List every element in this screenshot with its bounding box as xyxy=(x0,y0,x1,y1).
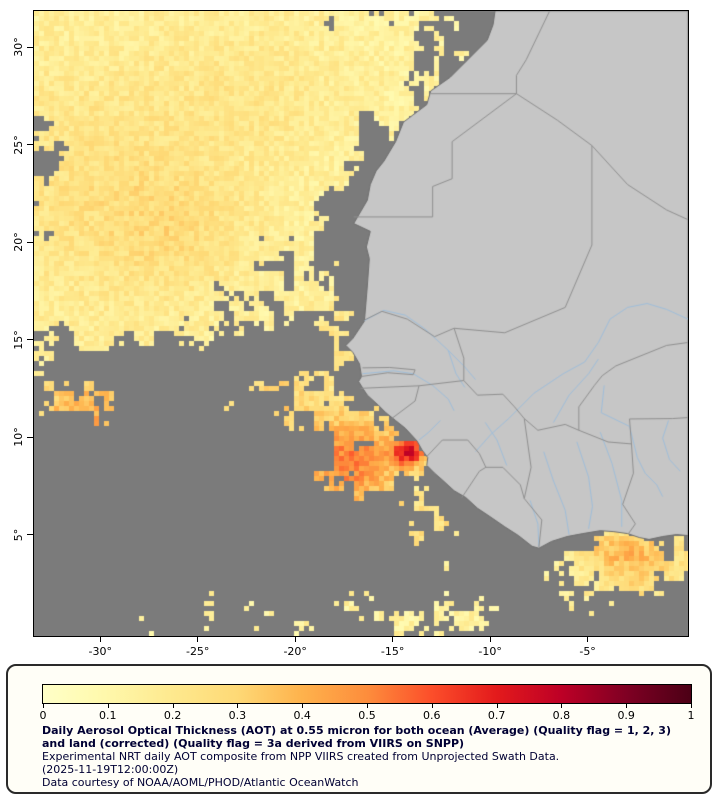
lat-axis-tick xyxy=(27,436,33,438)
legend-tick-label: 0.2 xyxy=(163,709,182,722)
legend-tick-label: 0.7 xyxy=(487,709,506,722)
legend-tick xyxy=(302,704,304,708)
lat-tick-label: 25° xyxy=(12,134,25,155)
lat-axis-tick xyxy=(27,144,33,146)
legend-tick xyxy=(107,704,109,708)
legend-tick xyxy=(43,704,44,708)
legend-tick-label: 1 xyxy=(687,709,695,722)
caption-courtesy: Data courtesy of NOAA/AOML/PHOD/Atlantic… xyxy=(42,776,359,789)
legend-tick xyxy=(626,704,628,708)
lon-axis-tick xyxy=(197,637,199,642)
lat-axis-tick xyxy=(27,339,33,341)
legend-tick xyxy=(691,704,692,708)
lat-tick-label: 5° xyxy=(12,528,25,541)
lon-axis-tick xyxy=(392,637,394,642)
lat-tick-label: 10° xyxy=(12,427,25,447)
caption: Daily Aerosol Optical Thickness (AOT) at… xyxy=(42,724,694,789)
legend-tick xyxy=(561,704,563,708)
legend-tick-label: 0.9 xyxy=(617,709,635,722)
lat-axis-tick xyxy=(27,46,33,48)
lat-axis-tick xyxy=(27,534,33,536)
lat-axis-tick xyxy=(27,241,33,243)
caption-timestamp: (2025-11-19T12:00:00Z) xyxy=(42,763,179,776)
legend-box: 0 0.1 0.2 0.3 0.4 0.5 0.6 0.7 0.8 0.9 1 Daily Aero… xyxy=(6,664,712,794)
legend-tick-label: 0 xyxy=(39,709,47,722)
lon-tick-label: -10° xyxy=(478,645,502,658)
lon-tick-label: -15° xyxy=(380,645,405,658)
legend-tick-label: 0.4 xyxy=(293,709,311,722)
aot-map-canvas xyxy=(34,11,688,636)
legend-tick xyxy=(431,704,433,708)
legend-tick-label: 0.1 xyxy=(99,709,117,722)
lat-tick-label: 30° xyxy=(12,37,25,57)
lon-tick-label: -30° xyxy=(88,645,112,658)
lon-tick-label: -20° xyxy=(283,645,307,658)
lon-axis-tick xyxy=(489,637,491,642)
legend-tick xyxy=(172,704,174,708)
caption-line-experimental: Experimental NRT daily AOT composite fro… xyxy=(42,750,560,763)
legend-tick-label: 0.6 xyxy=(423,709,441,722)
legend-tick xyxy=(237,704,239,708)
legend-tick-label: 0.5 xyxy=(358,709,376,722)
lon-tick-label: -5° xyxy=(579,645,596,658)
lat-tick-label: 15° xyxy=(12,329,25,350)
lon-axis-tick xyxy=(587,637,589,642)
caption-title: Daily Aerosol Optical Thickness (AOT) at… xyxy=(42,724,671,750)
lon-axis-tick xyxy=(99,637,101,642)
lon-axis-tick xyxy=(294,637,296,642)
legend-tick xyxy=(367,704,368,708)
legend-tick xyxy=(496,704,498,708)
legend-colorbar xyxy=(42,684,692,704)
lon-tick-label: -25° xyxy=(185,645,210,658)
map-frame xyxy=(33,10,689,637)
legend-tick-label: 0.8 xyxy=(552,709,571,722)
lat-tick-label: 20° xyxy=(12,232,25,252)
legend-tick-label: 0.3 xyxy=(228,709,247,722)
